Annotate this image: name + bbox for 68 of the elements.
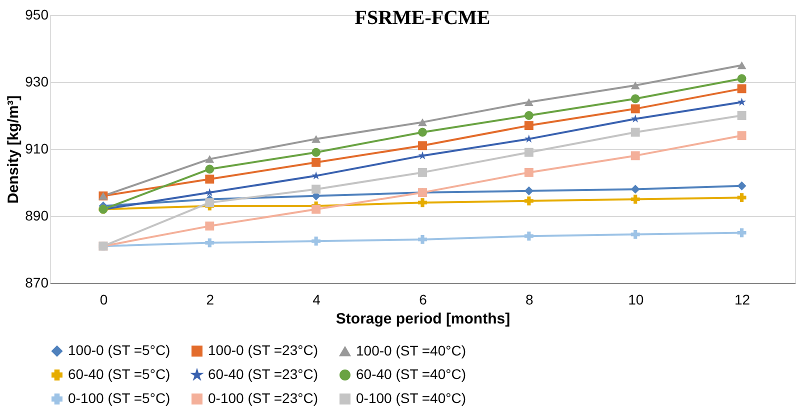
legend-label: 60-40 (ST =5°C)	[68, 366, 170, 382]
x-tick-label: 0	[100, 292, 108, 308]
point	[418, 128, 427, 137]
point	[418, 141, 427, 150]
point	[312, 184, 321, 194]
legend-label: 0-100 (ST =40°C)	[356, 390, 466, 406]
point	[737, 181, 746, 190]
point	[737, 74, 746, 84]
point	[418, 168, 427, 177]
legend-label: 0-100 (ST =23°C)	[208, 390, 318, 406]
legend-label: 100-0 (ST =40°C)	[356, 342, 466, 358]
point	[524, 121, 534, 130]
x-tick-label: 2	[206, 292, 214, 308]
point	[205, 198, 214, 208]
point	[524, 111, 534, 120]
y-axis-title: Density [kg/m³]	[5, 95, 22, 204]
point	[205, 155, 214, 163]
point	[630, 104, 640, 114]
point	[630, 230, 640, 239]
point	[737, 131, 746, 140]
point	[524, 186, 534, 196]
legend-label: 0-100 (ST =5°C)	[68, 390, 170, 406]
point	[418, 151, 427, 160]
point	[418, 118, 427, 126]
point	[312, 236, 321, 246]
x-tick-label: 10	[628, 292, 644, 308]
point	[418, 198, 427, 208]
point	[630, 184, 640, 194]
point	[630, 194, 640, 204]
legend-label: 100-0 (ST =23°C)	[208, 342, 318, 358]
point	[630, 94, 640, 104]
x-tick-label: 6	[419, 292, 428, 308]
point	[630, 128, 640, 137]
point	[737, 193, 746, 202]
legend-label: 100-0 (ST =5°C)	[68, 342, 170, 358]
point	[312, 158, 321, 167]
y-tick-label: 870	[25, 274, 49, 290]
y-tick-label: 950	[25, 6, 49, 22]
point	[205, 222, 214, 231]
point	[630, 81, 640, 90]
point	[205, 174, 214, 184]
point	[630, 151, 640, 160]
y-tick-label: 890	[25, 208, 49, 224]
point	[524, 98, 534, 106]
point	[524, 148, 534, 157]
point	[737, 228, 746, 238]
x-tick-label: 8	[526, 292, 534, 308]
point	[312, 204, 321, 214]
point	[738, 98, 746, 106]
point	[418, 234, 427, 244]
point	[524, 196, 534, 206]
point	[524, 168, 534, 177]
point	[205, 238, 214, 248]
chart-title: FSRME-FCME	[354, 7, 490, 29]
x-tick-label: 4	[312, 292, 321, 308]
point	[737, 61, 746, 70]
point	[312, 135, 321, 143]
point	[737, 111, 746, 120]
x-axis-title: Storage period [months]	[336, 310, 510, 328]
point	[524, 232, 534, 241]
point	[737, 84, 746, 94]
point	[205, 164, 214, 174]
y-tick-label: 910	[25, 140, 49, 156]
y-tick-label: 930	[25, 74, 49, 90]
legend-label: 60-40 (ST =40°C)	[356, 366, 466, 382]
point	[312, 148, 321, 157]
legend-label: 60-40 (ST =23°C)	[208, 366, 318, 382]
x-tick-label: 12	[734, 292, 750, 308]
